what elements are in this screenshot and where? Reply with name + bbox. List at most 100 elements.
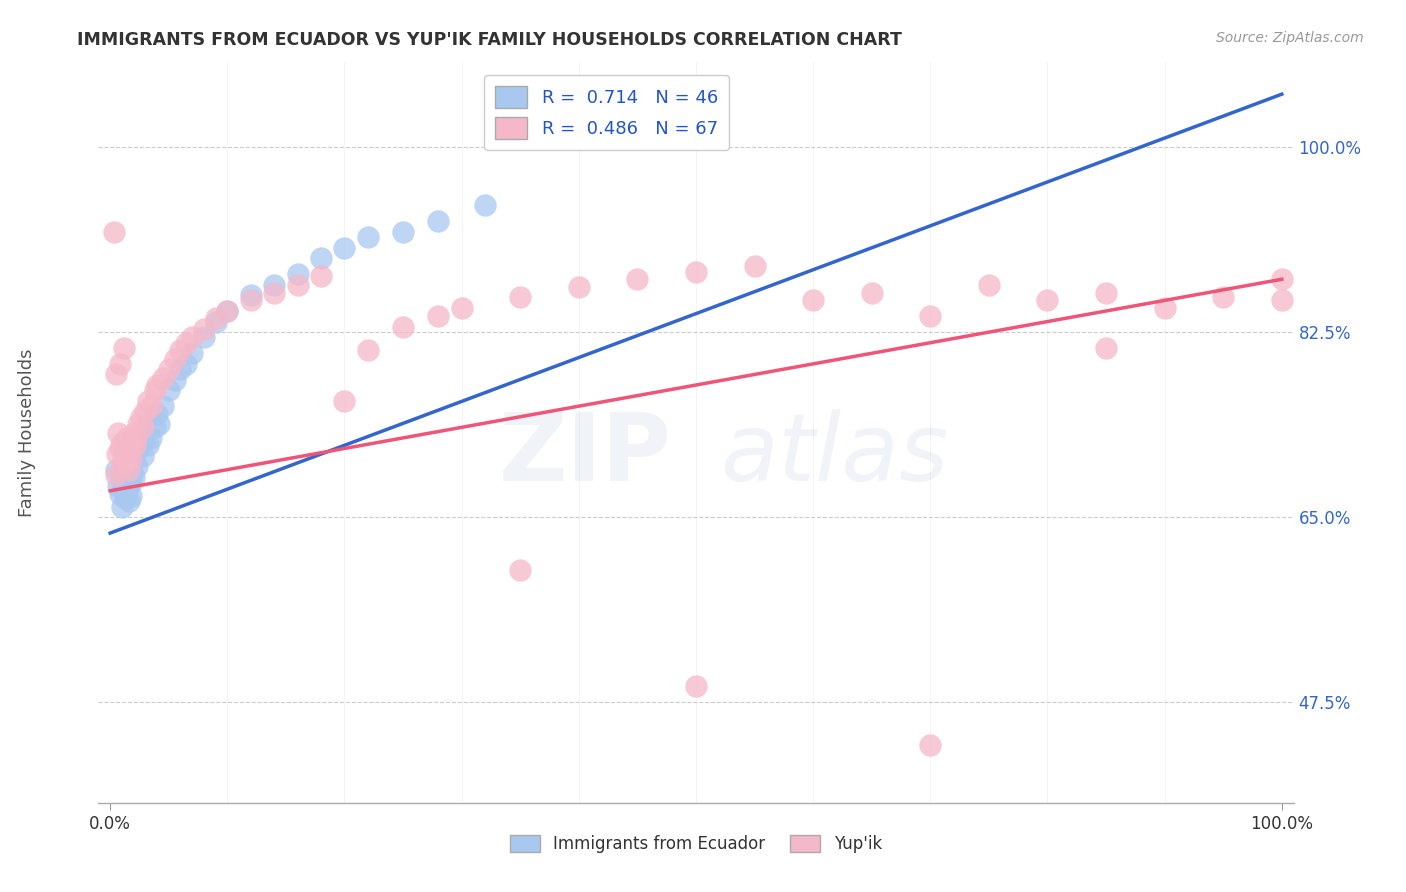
Point (181, 346, 204, 360)
Point (111, 500, 134, 514)
Point (287, 267, 309, 281)
Point (977, 277, 1000, 292)
Point (163, 373, 186, 387)
Point (333, 240, 356, 255)
Point (263, 285, 285, 300)
Point (112, 442, 135, 456)
Point (509, 290, 531, 304)
Point (217, 304, 239, 318)
Point (117, 481, 139, 495)
Text: IMMIGRANTS FROM ECUADOR VS YUP'IK FAMILY HOUSEHOLDS CORRELATION CHART: IMMIGRANTS FROM ECUADOR VS YUP'IK FAMILY… (77, 31, 903, 49)
Point (122, 452, 145, 467)
Point (124, 438, 146, 452)
Point (193, 330, 215, 344)
Point (1153, 301, 1175, 315)
Point (474, 198, 496, 212)
Point (392, 319, 415, 334)
Point (685, 680, 707, 694)
Point (163, 351, 186, 366)
Point (568, 279, 591, 293)
Point (120, 489, 142, 503)
Point (146, 378, 169, 392)
Point (121, 466, 143, 480)
Point (127, 459, 149, 474)
Point (333, 393, 356, 408)
Point (157, 384, 180, 398)
Point (134, 404, 156, 418)
Point (136, 393, 159, 408)
Point (120, 436, 141, 450)
Point (115, 431, 138, 445)
Point (105, 447, 128, 461)
Point (920, 310, 942, 324)
Point (107, 425, 129, 440)
Point (132, 420, 155, 434)
Point (117, 447, 139, 461)
Point (239, 288, 262, 302)
Point (217, 304, 239, 318)
Point (112, 341, 135, 355)
Legend: Immigrants from Ecuador, Yup'ik: Immigrants from Ecuador, Yup'ik (502, 826, 890, 861)
Point (626, 272, 648, 286)
Point (120, 470, 141, 484)
Point (134, 425, 156, 440)
Point (118, 494, 141, 508)
Point (131, 436, 153, 450)
Point (309, 251, 332, 265)
Point (204, 315, 226, 329)
Point (204, 311, 226, 326)
Point (1036, 293, 1059, 308)
Point (111, 436, 134, 450)
Point (120, 452, 142, 467)
Point (125, 444, 148, 458)
Point (427, 214, 450, 228)
Point (157, 362, 180, 376)
Y-axis label: Family Households: Family Households (18, 349, 37, 516)
Point (127, 417, 149, 432)
Point (110, 462, 132, 476)
Point (1212, 290, 1234, 304)
Point (112, 483, 135, 498)
Point (450, 301, 472, 315)
Point (148, 417, 170, 432)
Point (108, 442, 131, 456)
Point (143, 420, 166, 434)
Point (1271, 272, 1294, 286)
Point (146, 407, 169, 421)
Point (112, 452, 135, 467)
Point (392, 225, 415, 239)
Text: atlas: atlas (720, 409, 948, 500)
Point (105, 368, 128, 382)
Point (1095, 285, 1118, 300)
Point (509, 563, 531, 577)
Point (107, 478, 129, 492)
Point (121, 442, 143, 456)
Point (136, 438, 159, 452)
Point (169, 343, 191, 358)
Point (1271, 293, 1294, 308)
Point (103, 225, 125, 239)
Point (263, 277, 285, 292)
Point (129, 409, 152, 424)
Point (174, 357, 197, 371)
Point (239, 293, 262, 308)
Point (105, 467, 128, 482)
Point (108, 357, 131, 371)
Point (108, 487, 131, 501)
Point (685, 265, 707, 279)
Point (112, 462, 135, 476)
Point (143, 384, 166, 398)
Point (117, 458, 139, 472)
Point (860, 285, 883, 300)
Text: ZIP: ZIP (499, 409, 672, 500)
Point (128, 442, 150, 456)
Point (141, 399, 163, 413)
Point (357, 343, 380, 358)
Point (181, 330, 204, 344)
Point (169, 362, 191, 376)
Point (122, 425, 145, 440)
Point (801, 293, 824, 308)
Point (122, 470, 145, 484)
Point (174, 335, 197, 350)
Point (118, 462, 141, 476)
